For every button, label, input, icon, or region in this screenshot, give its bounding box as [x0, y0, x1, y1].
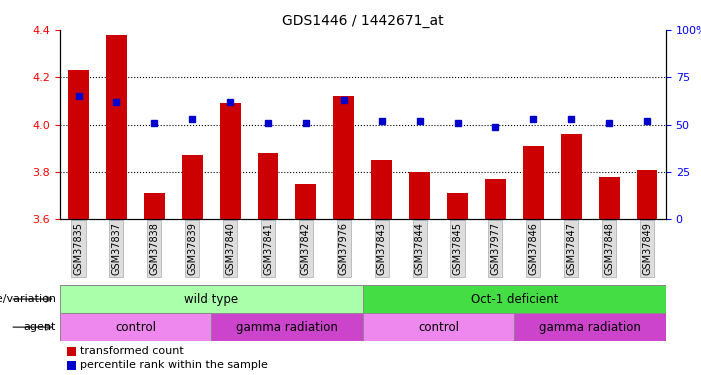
- Bar: [561, 134, 582, 219]
- Bar: [334, 96, 354, 219]
- Bar: [257, 153, 278, 219]
- Bar: [523, 146, 544, 219]
- Bar: [599, 177, 620, 219]
- Text: percentile rank within the sample: percentile rank within the sample: [80, 360, 268, 370]
- Bar: [515, 313, 666, 341]
- Text: control: control: [418, 321, 459, 334]
- Bar: [67, 347, 76, 356]
- Bar: [637, 170, 658, 219]
- Bar: [68, 70, 89, 219]
- Bar: [60, 313, 211, 341]
- Bar: [363, 285, 666, 313]
- Text: genotype/variation: genotype/variation: [0, 294, 56, 304]
- Title: GDS1446 / 1442671_at: GDS1446 / 1442671_at: [282, 13, 444, 28]
- Text: gamma radiation: gamma radiation: [236, 321, 338, 334]
- Bar: [60, 285, 363, 313]
- Text: wild type: wild type: [184, 292, 238, 306]
- Bar: [211, 313, 363, 341]
- Bar: [106, 35, 127, 219]
- Bar: [485, 179, 506, 219]
- Bar: [447, 194, 468, 219]
- Bar: [219, 104, 240, 219]
- Text: agent: agent: [24, 322, 56, 332]
- Bar: [409, 172, 430, 219]
- Text: control: control: [115, 321, 156, 334]
- Text: transformed count: transformed count: [80, 346, 184, 357]
- Bar: [296, 184, 316, 219]
- Bar: [182, 156, 203, 219]
- Text: Oct-1 deficient: Oct-1 deficient: [470, 292, 558, 306]
- Text: gamma radiation: gamma radiation: [539, 321, 641, 334]
- Bar: [67, 361, 76, 370]
- Bar: [144, 194, 165, 219]
- Bar: [363, 313, 515, 341]
- Bar: [372, 160, 392, 219]
